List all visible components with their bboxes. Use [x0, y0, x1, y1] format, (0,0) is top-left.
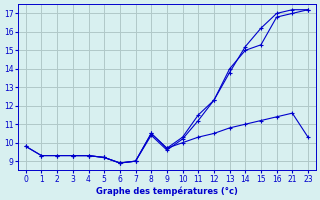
- X-axis label: Graphe des températures (°c): Graphe des températures (°c): [96, 186, 238, 196]
